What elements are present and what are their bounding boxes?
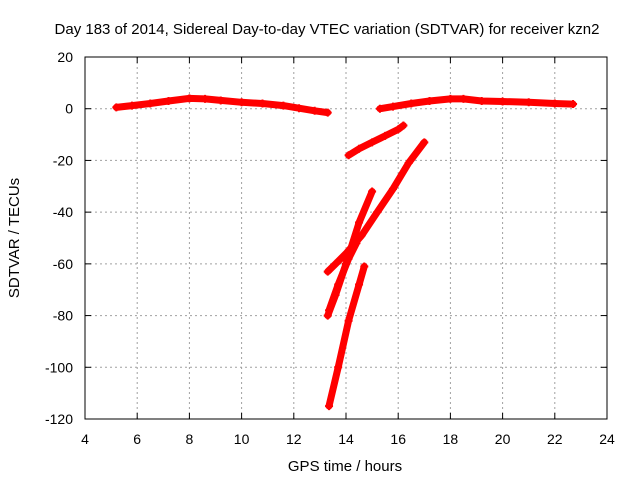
data-point (331, 259, 340, 268)
data-point (146, 99, 155, 108)
data-point (360, 262, 369, 271)
data-point (399, 121, 408, 130)
data-point (388, 102, 397, 111)
data-point (394, 125, 403, 134)
data-point (425, 96, 434, 105)
data-point (344, 151, 353, 160)
data-point (127, 101, 136, 110)
data-series (112, 94, 578, 411)
data-point (355, 218, 364, 227)
data-point (368, 187, 377, 196)
x-tick-label: 22 (547, 431, 563, 447)
x-tick-label: 16 (390, 431, 406, 447)
data-point (352, 239, 361, 248)
data-point (355, 144, 364, 153)
x-tick-label: 24 (599, 431, 615, 447)
data-point (164, 96, 173, 105)
y-tick-label: -20 (53, 152, 73, 168)
y-tick-label: -100 (45, 359, 73, 375)
data-point (477, 96, 486, 105)
grid (85, 57, 607, 419)
data-point (355, 280, 364, 289)
series-track-7 (325, 239, 360, 314)
data-point (404, 159, 413, 168)
y-tick-label: -60 (53, 256, 73, 272)
data-point (550, 99, 559, 108)
y-tick-label: -40 (53, 204, 73, 220)
y-axis-label: SDTVAR / TECUs (6, 178, 23, 298)
data-point (258, 99, 267, 108)
data-point (375, 104, 384, 113)
data-point (569, 100, 578, 109)
x-tick-label: 10 (234, 431, 250, 447)
x-tick-label: 8 (186, 431, 194, 447)
data-point (323, 108, 332, 117)
data-point (344, 254, 353, 263)
data-point (344, 316, 353, 325)
data-point (310, 106, 319, 115)
y-tick-label: -80 (53, 308, 73, 324)
data-point (325, 402, 334, 411)
data-point (381, 131, 390, 140)
data-point (368, 138, 377, 147)
y-tick-label: 20 (57, 49, 73, 65)
data-point (407, 99, 416, 108)
data-point (216, 96, 225, 105)
data-point (237, 98, 246, 107)
data-point (325, 306, 334, 315)
x-tick-label: 12 (286, 431, 302, 447)
series-track-4 (324, 138, 428, 276)
x-tick-label: 4 (81, 431, 89, 447)
data-point (201, 94, 210, 103)
data-point (498, 97, 507, 106)
data-point (323, 267, 332, 276)
data-point (446, 94, 455, 103)
data-point (524, 98, 533, 107)
data-point (373, 208, 382, 217)
x-tick-label: 18 (443, 431, 459, 447)
data-point (459, 94, 468, 103)
data-point (112, 103, 121, 112)
x-tick-label: 6 (133, 431, 141, 447)
data-point (295, 104, 304, 113)
y-tick-label: 0 (65, 101, 73, 117)
x-axis-label: GPS time / hours (288, 458, 402, 475)
data-point (279, 101, 288, 110)
chart-title: Day 183 of 2014, Sidereal Day-to-day VTE… (55, 21, 600, 38)
data-point (185, 94, 194, 103)
data-point (334, 280, 343, 289)
x-tick-label: 20 (495, 431, 511, 447)
axis-ticks: 4 6 8 10 12 14 16 18 20 22 24 -120 -100 -80 -60 -40 -20 0… (45, 49, 615, 447)
x-tick-label: 14 (338, 431, 354, 447)
data-point (334, 363, 343, 372)
data-point (420, 138, 429, 147)
data-point (357, 231, 366, 240)
data-point (388, 184, 397, 193)
y-tick-label: -120 (45, 411, 73, 427)
